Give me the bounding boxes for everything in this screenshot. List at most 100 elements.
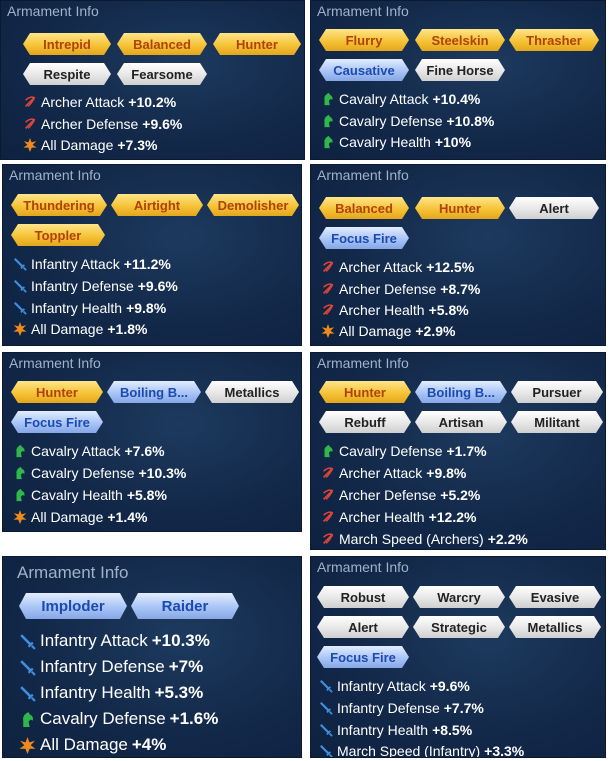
stat-label: March Speed (Infantry) <box>337 743 481 758</box>
tag-hunter[interactable]: Hunter <box>11 381 103 403</box>
tag-alert[interactable]: Alert <box>317 616 409 638</box>
archer-icon <box>321 510 335 524</box>
stat-row: Cavalry Health +10% <box>321 134 471 150</box>
tag-imploder[interactable]: Imploder <box>19 593 127 619</box>
tag-toppler[interactable]: Toppler <box>11 224 105 246</box>
stat-label: Infantry Attack <box>337 678 426 694</box>
stat-value: +12.2% <box>428 509 477 525</box>
stat-label: March Speed (Archers) <box>339 531 484 547</box>
tag-balanced[interactable]: Balanced <box>117 33 207 55</box>
armament-panel-1: Armament Info Intrepid Balanced Hunter R… <box>0 0 305 160</box>
stat-label: Cavalry Health <box>339 134 431 150</box>
tag-rebuff[interactable]: Rebuff <box>319 411 411 433</box>
infantry-icon <box>19 685 36 702</box>
stat-label: Archer Defense <box>339 487 437 503</box>
cavalry-icon <box>13 488 27 502</box>
tag-airtight[interactable]: Airtight <box>111 194 203 216</box>
tag-focus-fire[interactable]: Focus Fire <box>317 646 409 668</box>
stat-value: +1.6% <box>169 709 219 728</box>
panel-title: Armament Info <box>17 563 129 582</box>
stat-row: Infantry Health +5.3% <box>19 683 203 703</box>
tag-focus-fire[interactable]: Focus Fire <box>319 227 409 249</box>
panel-title: Armament Info <box>317 355 409 371</box>
tag-steelskin[interactable]: Steelskin <box>415 29 505 51</box>
stat-value: +1.8% <box>107 321 148 337</box>
archer-icon <box>321 488 335 502</box>
panel-title: Armament Info <box>9 355 101 371</box>
tag-warcry[interactable]: Warcry <box>413 586 505 608</box>
tag-metallics[interactable]: Metallics <box>205 381 299 403</box>
panel-title: Armament Info <box>317 167 409 183</box>
tag-respite[interactable]: Respite <box>23 63 111 85</box>
stat-row: Cavalry Defense +10.3% <box>13 465 186 481</box>
stat-value: +8.7% <box>440 281 481 297</box>
stat-row: Infantry Health +8.5% <box>319 722 472 738</box>
stat-value: +10% <box>434 134 472 150</box>
tag-militant[interactable]: Militant <box>511 411 603 433</box>
stat-value: +7.6% <box>124 443 165 459</box>
stat-label: All Damage <box>40 735 128 754</box>
tag-hunter[interactable]: Hunter <box>213 33 301 55</box>
stat-label: Cavalry Defense <box>339 113 443 129</box>
tag-causative[interactable]: Causative <box>319 59 409 81</box>
tag-hunter[interactable]: Hunter <box>415 197 505 219</box>
archer-icon <box>321 303 335 317</box>
tag-fine-horse[interactable]: Fine Horse <box>415 59 505 81</box>
stat-value: +5.3% <box>154 683 204 702</box>
stat-row: All Damage +1.4% <box>13 509 147 525</box>
tag-pursuer[interactable]: Pursuer <box>511 381 603 403</box>
cavalry-icon <box>321 114 335 128</box>
tag-balanced[interactable]: Balanced <box>319 197 409 219</box>
armament-panel-7: Armament Info Imploder Raider Infantry A… <box>2 556 302 758</box>
panel-title: Armament Info <box>317 3 409 19</box>
stat-label: Cavalry Attack <box>31 443 121 459</box>
tag-intrepid[interactable]: Intrepid <box>23 33 111 55</box>
cavalry-icon <box>13 444 27 458</box>
tag-boiling-blood[interactable]: Boiling B... <box>107 381 201 403</box>
stat-label: Infantry Defense <box>337 700 440 716</box>
tag-evasive[interactable]: Evasive <box>509 586 601 608</box>
stat-row: Archer Health +5.8% <box>321 302 469 318</box>
stat-row: Infantry Health +9.8% <box>13 300 166 316</box>
stat-value: +9.6% <box>137 278 178 294</box>
stat-row: March Speed (Infantry) +3.3% <box>319 743 524 758</box>
tag-thundering[interactable]: Thundering <box>11 194 107 216</box>
tag-artisan[interactable]: Artisan <box>415 411 507 433</box>
infantry-icon <box>319 679 333 693</box>
panel-title: Armament Info <box>9 167 101 183</box>
stat-label: Cavalry Defense <box>339 443 443 459</box>
stat-row: Cavalry Defense +1.6% <box>19 709 218 729</box>
stat-row: Infantry Attack +10.3% <box>19 631 210 651</box>
tag-thrasher[interactable]: Thrasher <box>509 29 599 51</box>
stat-value: +5.8% <box>428 302 469 318</box>
tag-robust[interactable]: Robust <box>317 586 409 608</box>
tag-raider[interactable]: Raider <box>131 593 239 619</box>
cavalry-icon <box>13 466 27 480</box>
infantry-icon <box>13 257 27 271</box>
tag-fearsome[interactable]: Fearsome <box>117 63 207 85</box>
archer-icon <box>23 95 37 109</box>
tag-alert[interactable]: Alert <box>509 197 599 219</box>
stat-value: +4% <box>131 735 167 754</box>
stat-value: +10.3% <box>138 465 187 481</box>
stat-value: +9.8% <box>126 300 167 316</box>
stat-value: +1.4% <box>107 509 148 525</box>
stat-label: Infantry Attack <box>40 631 148 650</box>
armament-panel-3: Armament Info Thundering Airtight Demoli… <box>2 164 302 346</box>
stat-label: All Damage <box>31 321 104 337</box>
stat-value: +10.8% <box>446 113 495 129</box>
all-damage-icon <box>13 322 27 336</box>
stat-row: All Damage +7.3% <box>23 137 157 153</box>
tag-strategic[interactable]: Strategic <box>413 616 505 638</box>
tag-hunter[interactable]: Hunter <box>319 381 411 403</box>
tag-demolisher[interactable]: Demolisher <box>207 194 299 216</box>
armament-panel-2: Armament Info Flurry Steelskin Thrasher … <box>310 0 606 160</box>
infantry-icon <box>319 744 333 757</box>
tag-metallics[interactable]: Metallics <box>509 616 601 638</box>
tag-focus-fire[interactable]: Focus Fire <box>11 411 103 433</box>
stat-row: Archer Defense +8.7% <box>321 281 480 297</box>
tag-boiling-blood[interactable]: Boiling B... <box>415 381 507 403</box>
stat-row: Archer Defense +9.6% <box>23 116 182 132</box>
tag-flurry[interactable]: Flurry <box>319 29 409 51</box>
cavalry-icon <box>321 135 335 149</box>
